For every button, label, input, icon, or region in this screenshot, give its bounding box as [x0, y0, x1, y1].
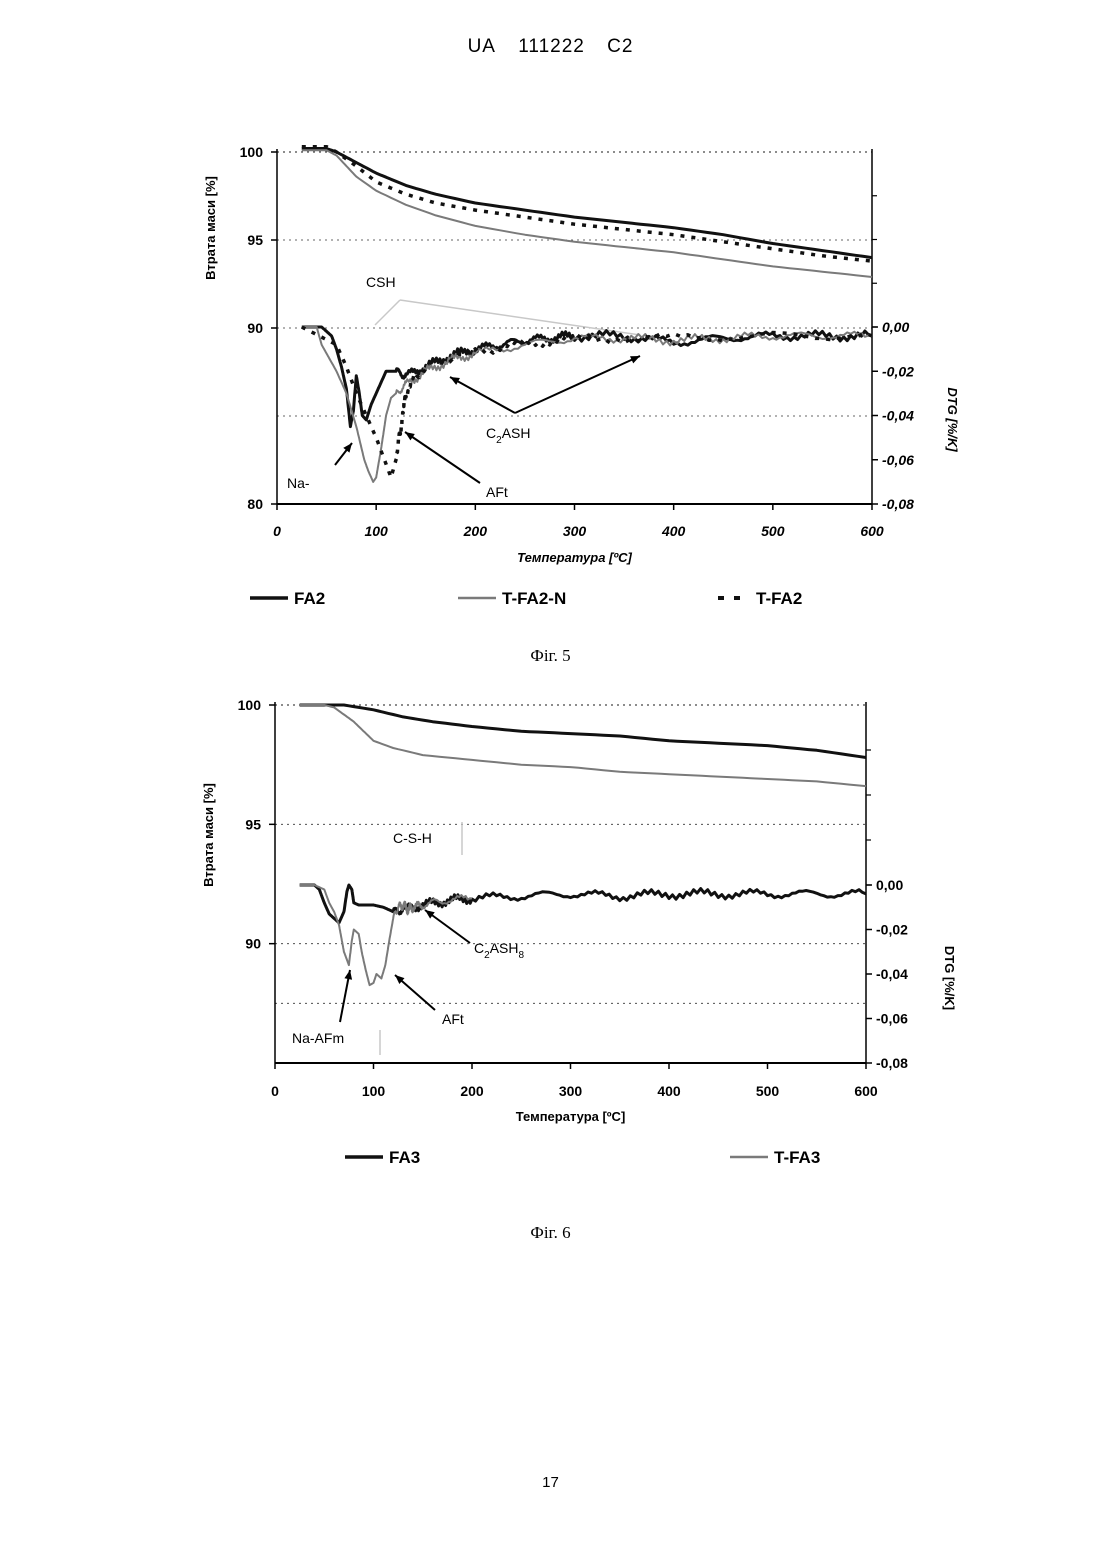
x-tick-label: 100: [362, 1083, 386, 1099]
x-axis-title: Температура [ºC]: [516, 1109, 626, 1124]
annotation-subscript: 8: [518, 950, 524, 961]
annotation-label: C2ASH8: [474, 940, 524, 961]
annotation-label: CSH: [366, 274, 396, 290]
annotation-arrow: [450, 377, 515, 413]
y-axis-title: Втрата маси [%]: [203, 176, 218, 280]
y2-tick-label: -0,06: [876, 1011, 908, 1027]
dtg-line-t-fa2: [302, 327, 872, 478]
figure-6-caption: Фіг. 6: [0, 1223, 1101, 1243]
x-tick-label: 500: [756, 1083, 780, 1099]
y-tick-label: 90: [247, 320, 263, 336]
y-tick-label: 95: [247, 232, 263, 248]
y2-axis-title: DTG [%/K]: [945, 387, 960, 452]
x-tick-label: 300: [563, 523, 587, 539]
arrow-head: [344, 970, 352, 980]
patent-country: UA: [468, 36, 496, 57]
x-axis-title: Температура [ºC]: [517, 550, 632, 565]
annotation-label: Na-AFm: [292, 1030, 344, 1046]
y2-tick-label: 0,00: [876, 877, 903, 893]
annotation-label: Na-: [287, 475, 310, 491]
x-tick-label: 500: [761, 523, 785, 539]
figure-5-chart: 0 100 200 300 400 500 600 100 95 90 80 0,00 -0,02 -0,…: [0, 130, 1101, 650]
x-tick-label: 200: [463, 523, 488, 539]
y-tick-label: 100: [240, 144, 264, 160]
tg-line-t-fa2-n: [302, 150, 872, 277]
x-tick-label: 200: [460, 1083, 484, 1099]
y2-tick-label: -0,02: [882, 363, 914, 379]
guide-line: [375, 300, 400, 325]
annotation-part: ASH: [502, 425, 531, 441]
x-tick-label: 400: [657, 1083, 681, 1099]
x-tick-label: 600: [860, 523, 884, 539]
y-tick-label: 90: [245, 936, 261, 952]
page-number: 17: [0, 1474, 1101, 1491]
patent-number: 111222: [518, 36, 585, 57]
legend-label-t-fa2: T-FA2: [756, 589, 802, 608]
y2-tick-label: -0,04: [876, 966, 908, 982]
y2-tick-label: -0,02: [876, 922, 908, 938]
figure-5-caption: Фіг. 5: [0, 646, 1101, 666]
annotation-label: AFt: [486, 484, 508, 500]
annotation-label: C-S-H: [393, 830, 432, 846]
tg-line-fa3: [300, 705, 866, 758]
y-tick-label: 95: [245, 816, 261, 832]
legend-label-t-fa3: T-FA3: [774, 1148, 820, 1167]
annotation-label: C2ASH: [486, 425, 530, 446]
annotation-label: AFt: [442, 1011, 464, 1027]
x-tick-label: 100: [364, 523, 388, 539]
page-header: UA 111222 C2: [0, 36, 1101, 58]
patent-kind: C2: [607, 36, 633, 57]
legend-label-fa3: FA3: [389, 1148, 420, 1167]
x-tick-label: 600: [854, 1083, 878, 1099]
guide-line: [400, 300, 640, 335]
legend-label-t-fa2-n: T-FA2-N: [502, 589, 566, 608]
y2-tick-label: 0,00: [882, 319, 909, 335]
y2-tick-label: -0,06: [882, 452, 914, 468]
y2-tick-label: -0,04: [882, 408, 914, 424]
x-tick-label: 0: [271, 1083, 279, 1099]
x-tick-label: 300: [559, 1083, 583, 1099]
x-tick-label: 400: [661, 523, 686, 539]
y-tick-label: 100: [238, 697, 262, 713]
dtg-line-t-fa2-n: [302, 327, 872, 482]
dtg-line-fa3: [300, 885, 866, 923]
legend-label-fa2: FA2: [294, 589, 325, 608]
figure-6-chart: 0 100 200 300 400 500 600 100 95 90 0,00 -0,02 -0,04…: [0, 690, 1101, 1210]
tg-line-fa2: [302, 149, 872, 258]
annotation-arrow: [405, 432, 480, 483]
y2-tick-label: -0,08: [882, 496, 914, 512]
y2-tick-label: -0,08: [876, 1055, 908, 1071]
annotation-part: C: [474, 940, 484, 956]
y2-axis-title: DTG [%/K]: [942, 946, 957, 1010]
annotation-part: C: [486, 425, 496, 441]
annotation-arrow: [515, 356, 640, 413]
y-axis-title: Втрата маси [%]: [201, 783, 216, 887]
arrow-head: [405, 432, 415, 440]
x-tick-label: 0: [273, 523, 281, 539]
annotation-part: ASH: [490, 940, 519, 956]
y-tick-label: 80: [247, 496, 263, 512]
